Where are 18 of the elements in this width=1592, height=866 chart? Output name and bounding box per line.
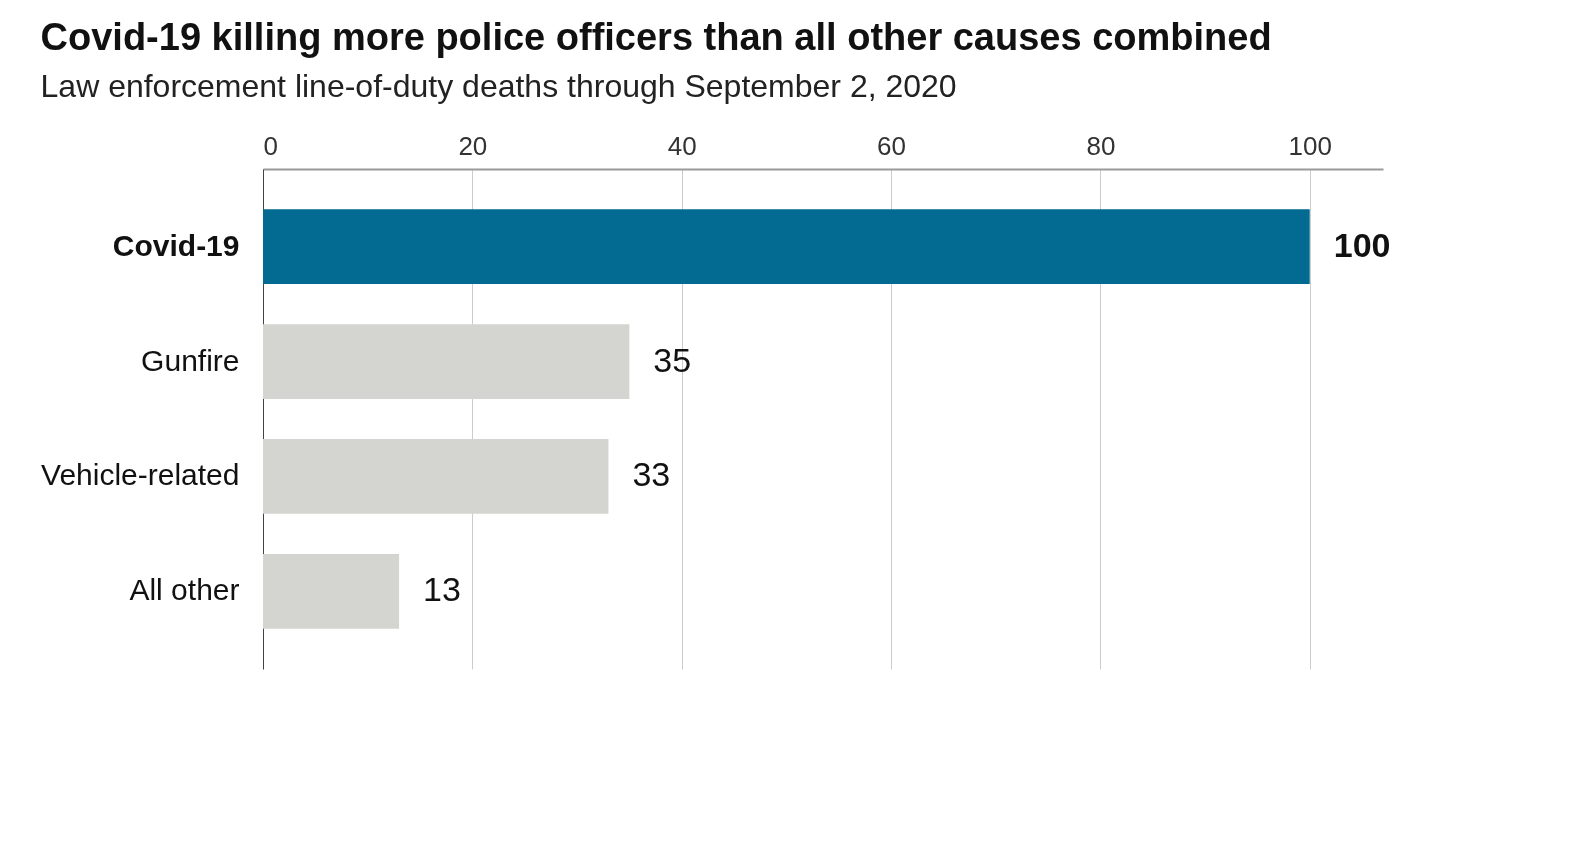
- y-tick-label: Covid-19: [112, 228, 240, 262]
- data-label: 33: [632, 455, 671, 494]
- x-tick-label: 40: [667, 130, 697, 161]
- x-tick-label: 100: [1288, 130, 1332, 161]
- x-tick-label: 80: [1086, 130, 1116, 161]
- data-label: 13: [423, 570, 461, 609]
- data-label: 100: [1333, 225, 1391, 264]
- data-label: 35: [653, 340, 692, 379]
- y-tick-label: Vehicle-related: [41, 458, 240, 492]
- y-tick-label: All other: [129, 573, 240, 607]
- x-tick-label: 20: [458, 130, 488, 161]
- x-tick-label: 60: [877, 130, 906, 161]
- chart-subtitle: Law enforcement line-of-duty deaths through September 2, 2020: [40, 68, 957, 104]
- bar: [263, 554, 400, 629]
- bar: [263, 209, 1310, 284]
- y-tick-label: Gunfire: [141, 343, 240, 377]
- chart-title: Covid-19 killing more police officers than all other causes combined: [40, 16, 1272, 58]
- x-tick-label: 0: [263, 130, 278, 161]
